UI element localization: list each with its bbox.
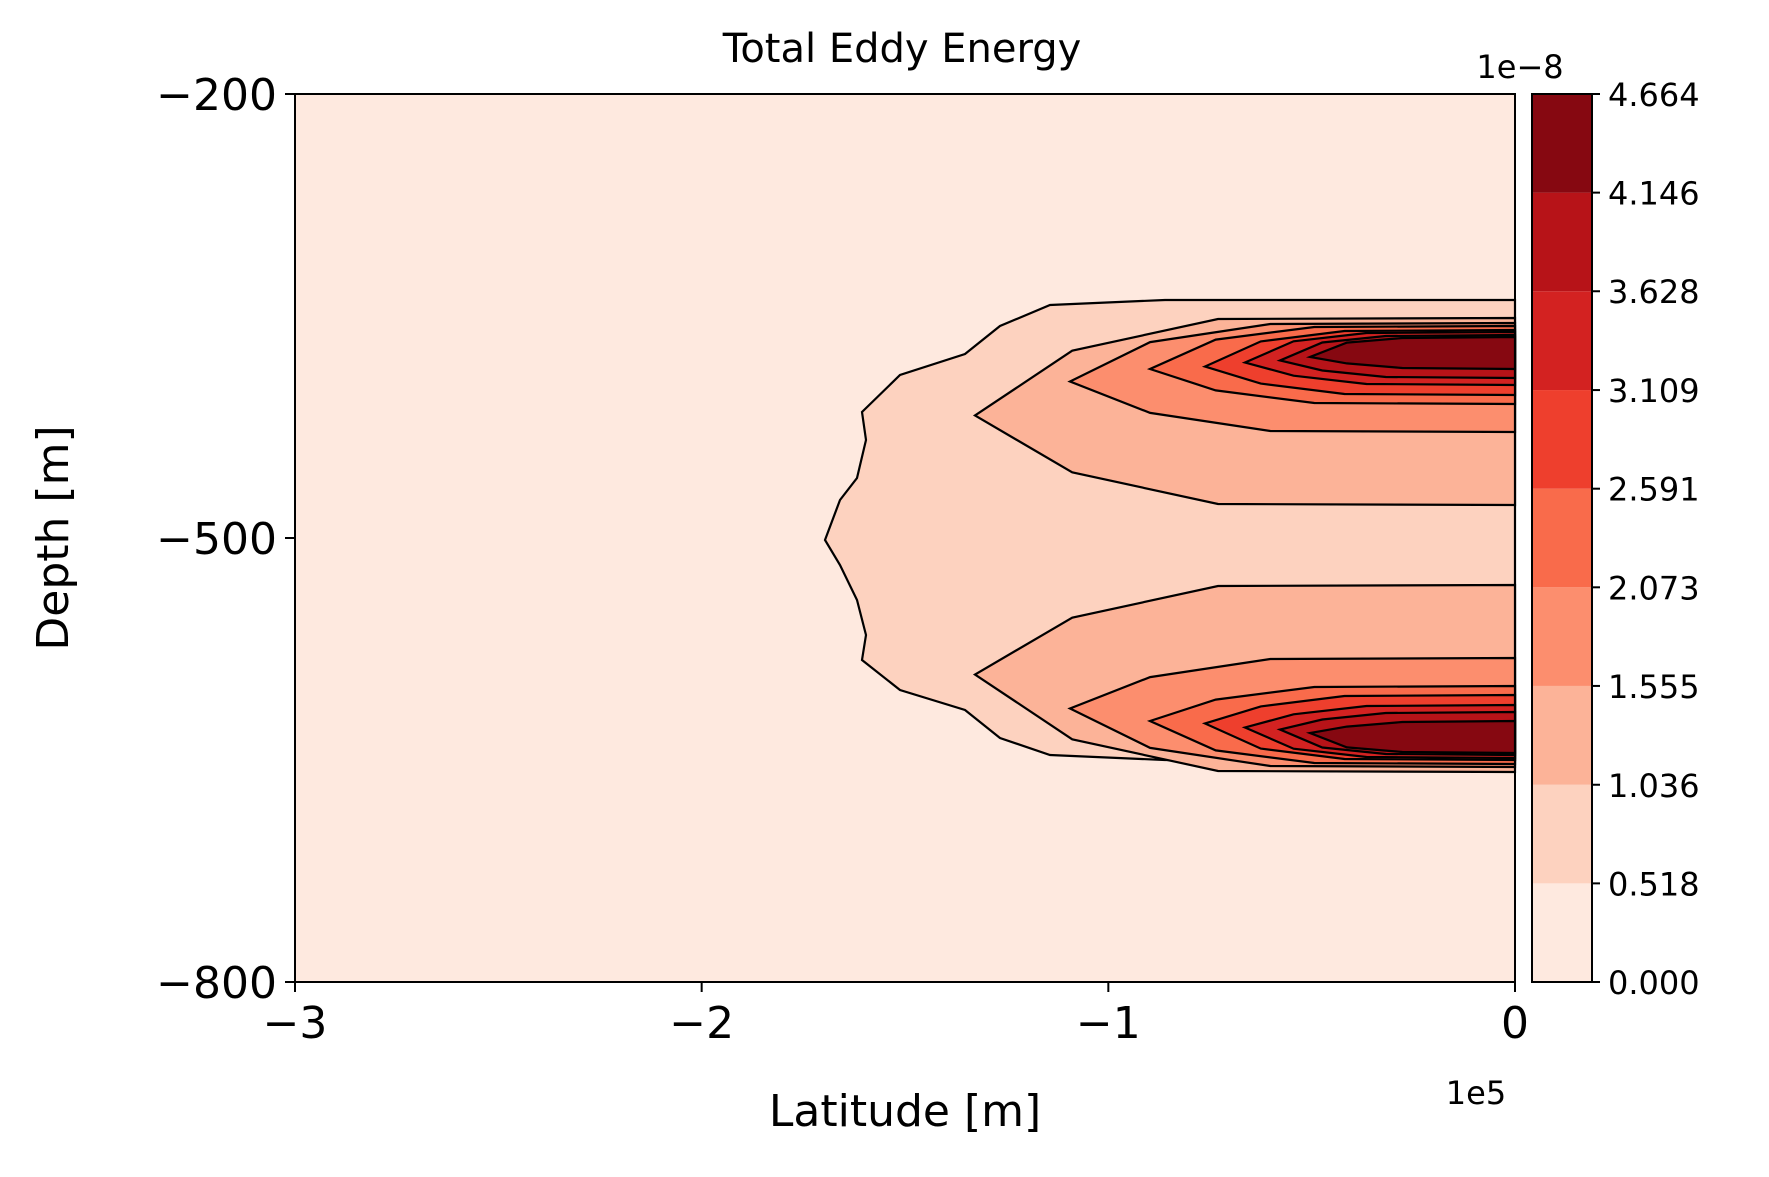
colorbar-tick-label: 0.000	[1608, 964, 1700, 1002]
colorbar-tick-label: 0.518	[1608, 865, 1700, 903]
contour-fill-lower-level-8	[1305, 719, 1517, 755]
colorbar-band	[1532, 192, 1592, 292]
colorbar-tick-label: 2.073	[1608, 569, 1700, 607]
y-axis-label: Depth [m]	[28, 425, 79, 650]
x-offset-text: 1e5	[1446, 1074, 1506, 1112]
x-tick-label: −3	[263, 998, 328, 1049]
colorbar-band	[1532, 883, 1592, 982]
plot-area	[294, 93, 1517, 983]
x-axis-label: Latitude [m]	[769, 1086, 1041, 1137]
contour-fills	[823, 298, 1517, 774]
colorbar-offset-text: 1e−8	[1476, 48, 1563, 86]
y-tick-label: −800	[156, 958, 277, 1009]
colorbar-band	[1532, 390, 1592, 489]
y-tick-label: −200	[156, 70, 277, 121]
x-tick-label: 0	[1501, 998, 1529, 1049]
y-tick-label: −500	[156, 514, 277, 565]
colorbar-band	[1532, 587, 1592, 686]
colorbar-tick-label: 3.628	[1608, 273, 1700, 311]
x-tick-label: −2	[669, 998, 734, 1049]
x-tick-label: −1	[1076, 998, 1141, 1049]
y-axis: −200 −500 −800	[156, 70, 295, 1009]
colorbar: 0.000 0.518 1.036 1.555 2.073 2.591 3.109 3.628…	[1531, 76, 1700, 1002]
colorbar-band	[1532, 784, 1592, 884]
colorbar-band	[1532, 94, 1592, 193]
colorbar-band	[1532, 291, 1592, 391]
x-axis: −3 −2 −1 0	[263, 982, 1529, 1049]
colorbar-tick-label: 1.036	[1608, 767, 1700, 805]
colorbar-band	[1532, 488, 1592, 588]
colorbar-tick-label: 3.109	[1608, 372, 1700, 410]
colorbar-tick-label: 1.555	[1608, 668, 1700, 706]
chart-title: Total Eddy Energy	[722, 26, 1082, 72]
contour-fill-upper-level-8	[1305, 335, 1517, 371]
colorbar-frame	[1531, 93, 1593, 983]
colorbar-tick-label: 2.591	[1608, 471, 1700, 509]
colorbar-band	[1532, 685, 1592, 785]
colorbar-tick-label: 4.664	[1608, 76, 1700, 114]
colorbar-tick-label: 4.146	[1608, 175, 1700, 213]
